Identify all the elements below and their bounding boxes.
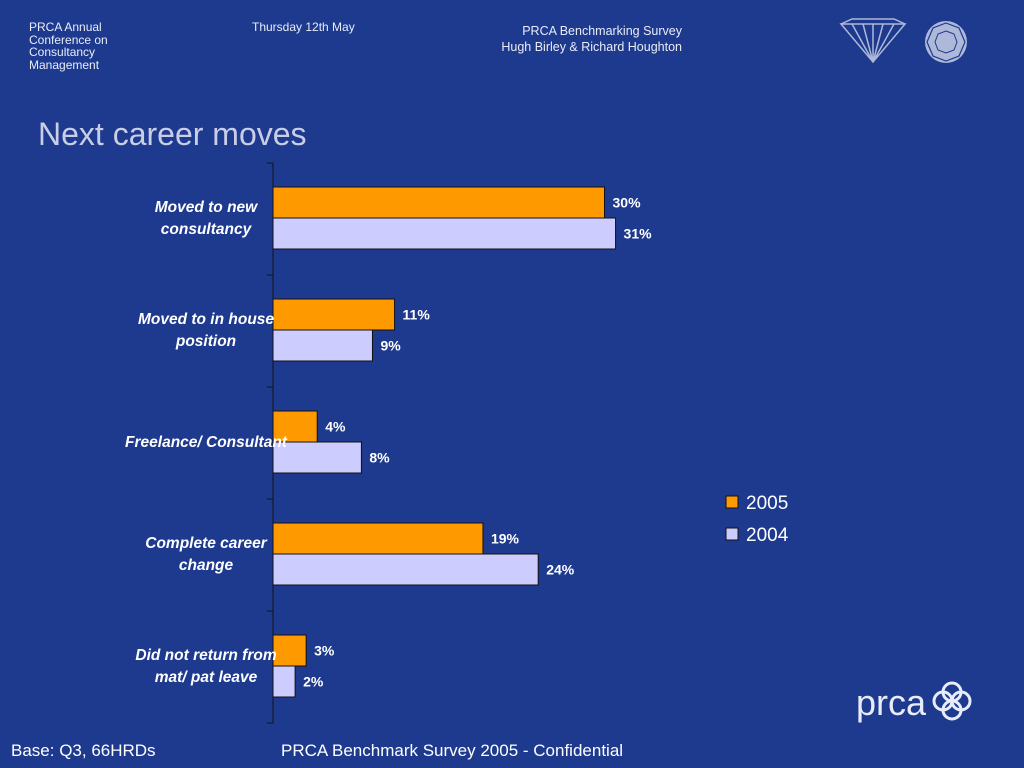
data-label: 24% bbox=[546, 562, 575, 578]
legend-swatch-2005 bbox=[725, 495, 739, 509]
bar-2004 bbox=[272, 553, 539, 586]
bar-2005 bbox=[272, 186, 605, 219]
data-label: 19% bbox=[491, 531, 520, 547]
data-label: 4% bbox=[325, 419, 346, 435]
category-label: mat/ pat leave bbox=[155, 669, 258, 686]
bar-2005 bbox=[272, 522, 484, 555]
bar-2005 bbox=[272, 634, 307, 667]
legend-label-2005: 2005 bbox=[746, 493, 788, 514]
survey-info: PRCA Benchmarking Survey Hugh Birley & R… bbox=[501, 23, 682, 55]
category-label: change bbox=[179, 557, 234, 574]
category-label: Freelance/ Consultant bbox=[125, 434, 288, 451]
bars: 30% 31% 11%9% 4% 8% 19% 24% 3% 2% bbox=[272, 186, 653, 698]
data-label: 30% bbox=[613, 195, 642, 211]
diamond-icon bbox=[839, 18, 907, 64]
conference-name: PRCA Annual Conference on Consultancy Ma… bbox=[29, 20, 108, 72]
category-label: Complete career bbox=[145, 535, 267, 552]
prca-wordmark: prca bbox=[856, 682, 927, 723]
data-label: 11% bbox=[403, 307, 431, 323]
category-label: Moved to in house bbox=[138, 311, 274, 328]
prca-logo: prca bbox=[856, 681, 972, 723]
footer-confidential: PRCA Benchmark Survey 2005 - Confidentia… bbox=[281, 741, 624, 760]
category-labels: Moved to new consultancy Moved to in house… bbox=[125, 199, 288, 686]
legend: 2005 2004 bbox=[725, 493, 789, 546]
category-label: Did not return from bbox=[135, 647, 276, 664]
bar-2004 bbox=[272, 665, 296, 698]
bar-2004 bbox=[272, 217, 617, 250]
data-label: 2% bbox=[303, 674, 324, 690]
data-label: 8% bbox=[369, 450, 390, 466]
bar-2005 bbox=[272, 298, 396, 331]
survey-authors: Hugh Birley & Richard Houghton bbox=[501, 40, 682, 54]
slide-title: Next career moves bbox=[38, 116, 307, 152]
legend-label-2004: 2004 bbox=[746, 525, 789, 546]
survey-title: PRCA Benchmarking Survey bbox=[522, 24, 682, 38]
axis-ticks bbox=[267, 162, 273, 724]
circle-gem-icon bbox=[925, 21, 967, 63]
footer-base: Base: Q3, 66HRDs bbox=[11, 741, 156, 760]
category-label: consultancy bbox=[161, 221, 253, 238]
data-label: 9% bbox=[380, 338, 401, 354]
data-label: 3% bbox=[314, 643, 335, 659]
presentation-date: Thursday 12th May bbox=[252, 20, 355, 34]
category-label: position bbox=[175, 333, 236, 350]
legend-swatch-2004 bbox=[725, 527, 739, 541]
linked-rings-icon bbox=[932, 681, 972, 721]
category-label: Moved to new bbox=[155, 199, 258, 216]
data-label: 31% bbox=[624, 226, 653, 242]
bar-2004 bbox=[272, 329, 373, 362]
bar-2004 bbox=[272, 441, 362, 474]
